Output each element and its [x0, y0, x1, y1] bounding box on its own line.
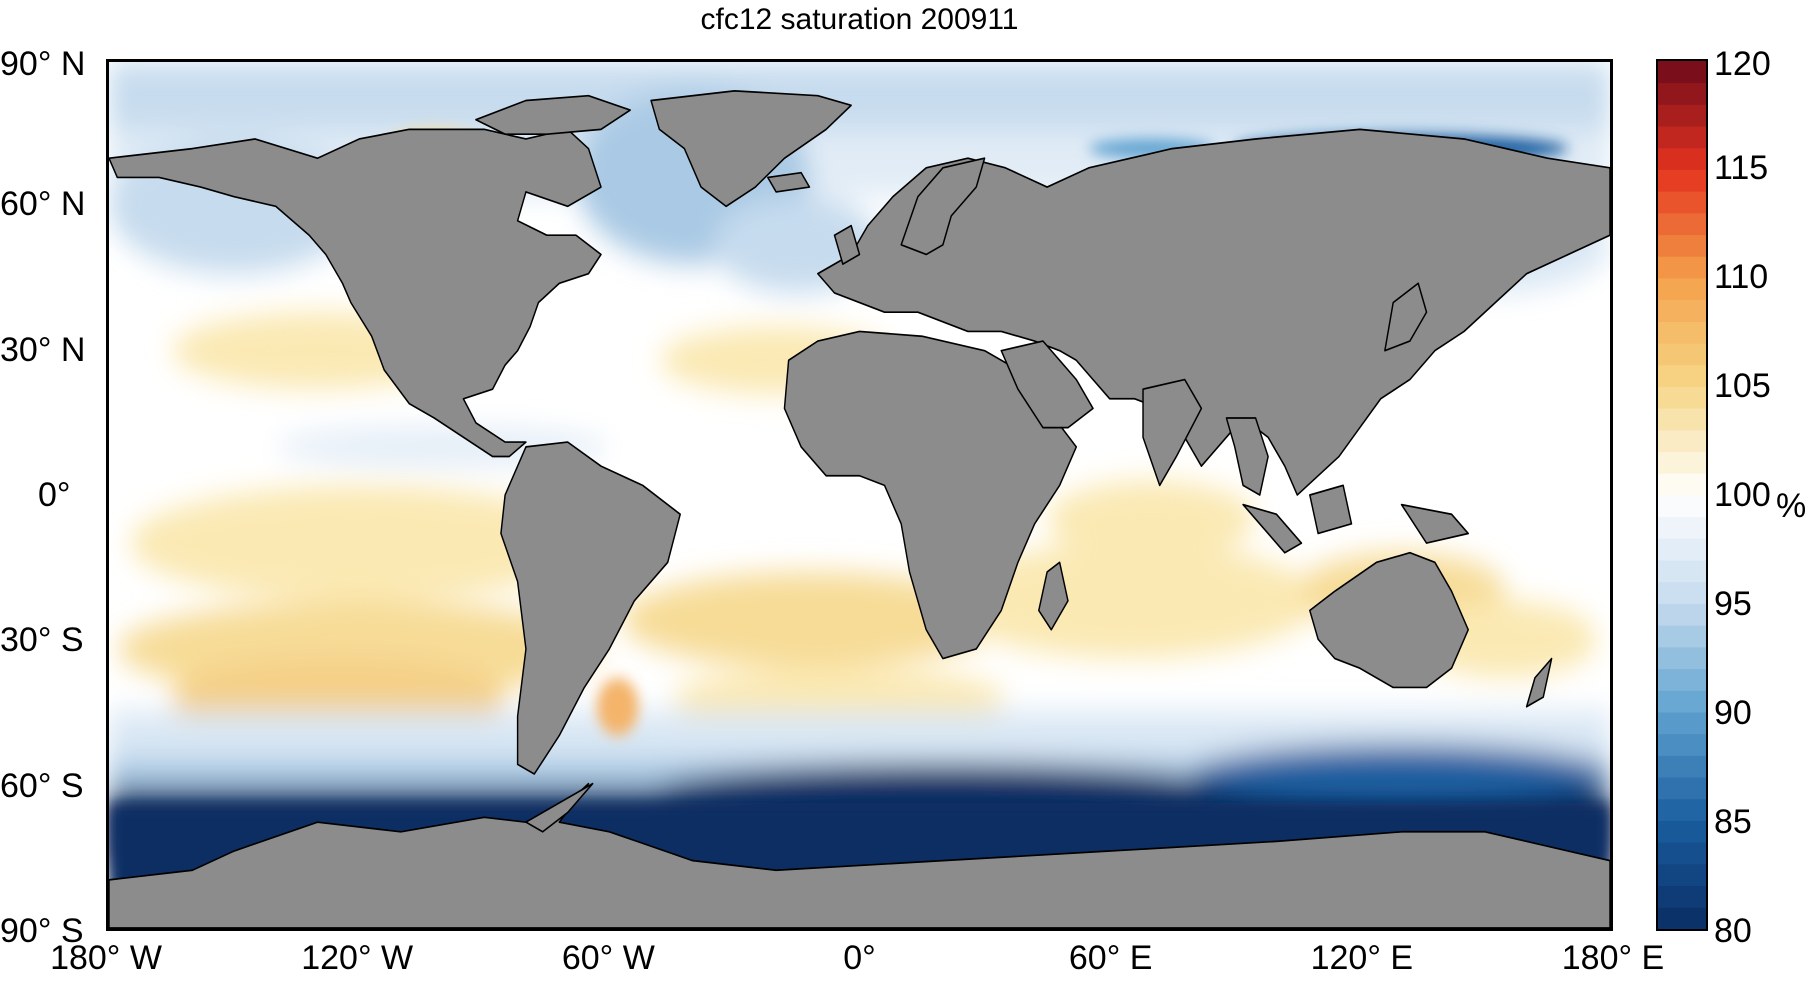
colorbar-band: [1658, 603, 1706, 626]
colorbar-band: [1658, 820, 1706, 843]
colorbar-gradient: [1658, 61, 1706, 929]
colorbar-band: [1658, 885, 1706, 908]
colorbar-unit-label: %: [1776, 487, 1807, 525]
north-america: [109, 128, 602, 458]
latitude-label: 30° S: [0, 621, 84, 660]
colorbar-band: [1658, 343, 1706, 366]
colorbar-band: [1658, 668, 1706, 691]
world-map: [109, 62, 1610, 928]
australia: [1309, 551, 1469, 689]
latitude-label: 30° N: [0, 330, 86, 369]
colorbar-tick-label: 95: [1714, 585, 1752, 623]
longitude-label: 60° W: [561, 939, 655, 977]
longitude-label: 180° E: [1561, 939, 1665, 977]
colorbar-band: [1658, 798, 1706, 821]
eurasia: [817, 128, 1610, 496]
longitude-label: 0°: [843, 939, 876, 977]
south-america: [500, 441, 681, 775]
latitude-label: 90° N: [0, 45, 86, 83]
colorbar-band: [1658, 126, 1706, 149]
colorbar-band: [1658, 777, 1706, 800]
latitude-label: 60° S: [0, 766, 84, 805]
colorbar-band: [1658, 863, 1706, 887]
colorbar-band: [1658, 321, 1706, 344]
colorbar-band: [1658, 581, 1706, 604]
map-title: cfc12 saturation 200911: [700, 3, 1019, 36]
great-britain: [833, 224, 861, 265]
colorbar-band: [1658, 299, 1706, 322]
canadian-archipelago: [475, 94, 631, 136]
colorbar-band: [1658, 755, 1706, 778]
iceland: [767, 171, 811, 193]
colorbar-band: [1658, 212, 1706, 236]
colorbar-band: [1658, 169, 1706, 192]
colorbar-band: [1658, 451, 1706, 474]
arabia: [1000, 340, 1094, 429]
colorbar-band: [1658, 495, 1706, 518]
colorbar-band: [1658, 907, 1706, 929]
colorbar-band: [1658, 429, 1706, 453]
colorbar-tick-label: 120: [1714, 45, 1771, 83]
longitude-label: 60° E: [1068, 939, 1153, 977]
colorbar-band: [1658, 191, 1706, 214]
latitude-label: 0°: [38, 476, 71, 514]
greenland: [650, 90, 852, 208]
borneo: [1309, 484, 1353, 535]
colorbar-band: [1658, 147, 1706, 170]
antarctic-peninsula: [525, 782, 594, 833]
colorbar-band: [1658, 473, 1706, 496]
land-masses: [109, 90, 1610, 928]
colorbar-band: [1658, 364, 1706, 387]
antarctica: [109, 782, 1610, 928]
colorbar-band: [1658, 234, 1706, 257]
colorbar-band: [1658, 104, 1706, 127]
scandinavia: [900, 157, 986, 256]
sumatra: [1242, 503, 1303, 554]
colorbar-band: [1658, 256, 1706, 279]
colorbar-band: [1658, 842, 1706, 865]
colorbar-tick-label: 115: [1714, 149, 1769, 187]
colorbar-tick-label: 85: [1714, 803, 1752, 841]
longitude-label: 180° W: [50, 939, 162, 977]
map-plot-area: [106, 59, 1613, 931]
colorbar-band: [1658, 560, 1706, 583]
new-guinea: [1400, 503, 1469, 544]
longitude-label: 120° E: [1310, 939, 1414, 977]
colorbar-tick-label: 90: [1714, 694, 1752, 732]
colorbar-band: [1658, 625, 1706, 648]
colorbar-tick-label: 105: [1714, 367, 1771, 405]
india: [1142, 378, 1203, 487]
colorbar-band: [1658, 516, 1706, 539]
colorbar-band: [1658, 538, 1706, 561]
colorbar-band: [1658, 61, 1706, 84]
colorbar-band: [1658, 408, 1706, 431]
longitude-label: 120° W: [301, 939, 414, 977]
africa: [783, 330, 1078, 660]
colorbar-band: [1658, 690, 1706, 713]
colorbar-band: [1658, 278, 1706, 301]
southeast-asia: [1225, 417, 1269, 496]
colorbar-band: [1658, 386, 1706, 409]
latitude-label: 60° N: [0, 185, 86, 224]
colorbar-band: [1658, 82, 1706, 105]
new-zealand: [1525, 657, 1553, 708]
colorbar: [1656, 59, 1708, 931]
latitude-label: 90° S: [0, 912, 84, 950]
colorbar-band: [1658, 733, 1706, 756]
colorbar-tick-label: 100: [1714, 476, 1771, 514]
colorbar-band: [1658, 712, 1706, 735]
madagascar: [1038, 561, 1069, 631]
colorbar-tick-label: 110: [1714, 258, 1769, 296]
japan: [1384, 282, 1428, 352]
colorbar-tick-label: 80: [1714, 912, 1752, 950]
colorbar-band: [1658, 646, 1706, 670]
